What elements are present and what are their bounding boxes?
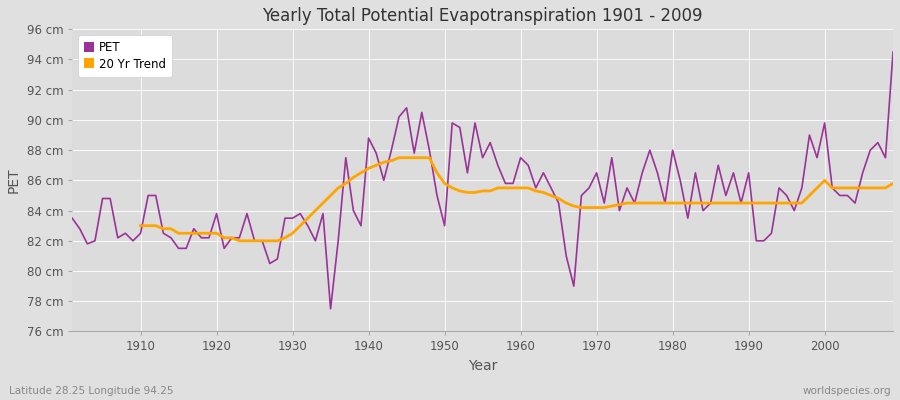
Legend: PET, 20 Yr Trend: PET, 20 Yr Trend	[78, 35, 172, 76]
Y-axis label: PET: PET	[7, 168, 21, 193]
Title: Yearly Total Potential Evapotranspiration 1901 - 2009: Yearly Total Potential Evapotranspiratio…	[263, 7, 703, 25]
X-axis label: Year: Year	[468, 359, 498, 373]
Text: Latitude 28.25 Longitude 94.25: Latitude 28.25 Longitude 94.25	[9, 386, 174, 396]
Text: worldspecies.org: worldspecies.org	[803, 386, 891, 396]
